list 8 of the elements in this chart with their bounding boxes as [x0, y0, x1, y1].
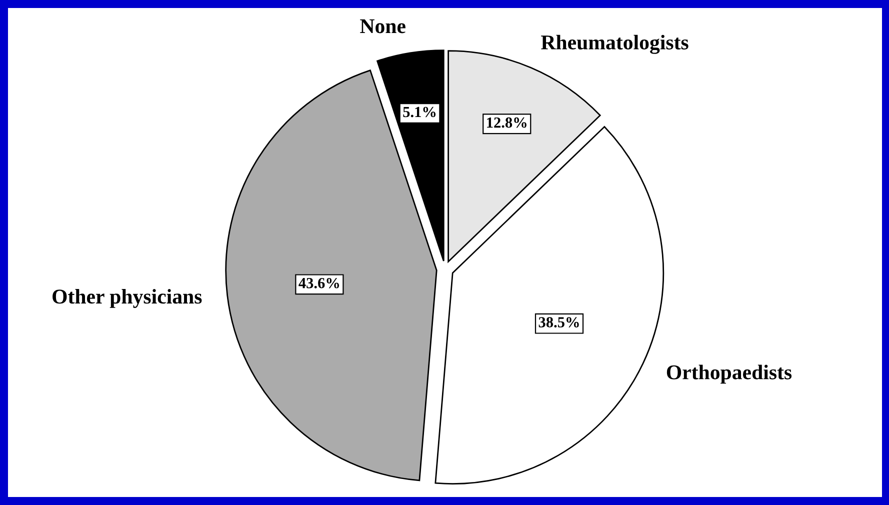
- slice-label: Orthopaedists: [666, 364, 792, 384]
- data-label: 38.5%: [538, 317, 579, 328]
- slice-label: Rheumatologists: [541, 34, 688, 54]
- slice-label: None: [360, 19, 406, 34]
- slice-label: Other physicians: [52, 289, 202, 308]
- data-label: 5.1%: [403, 106, 436, 118]
- data-label: 43.6%: [298, 278, 340, 288]
- data-label: 12.8%: [487, 117, 526, 128]
